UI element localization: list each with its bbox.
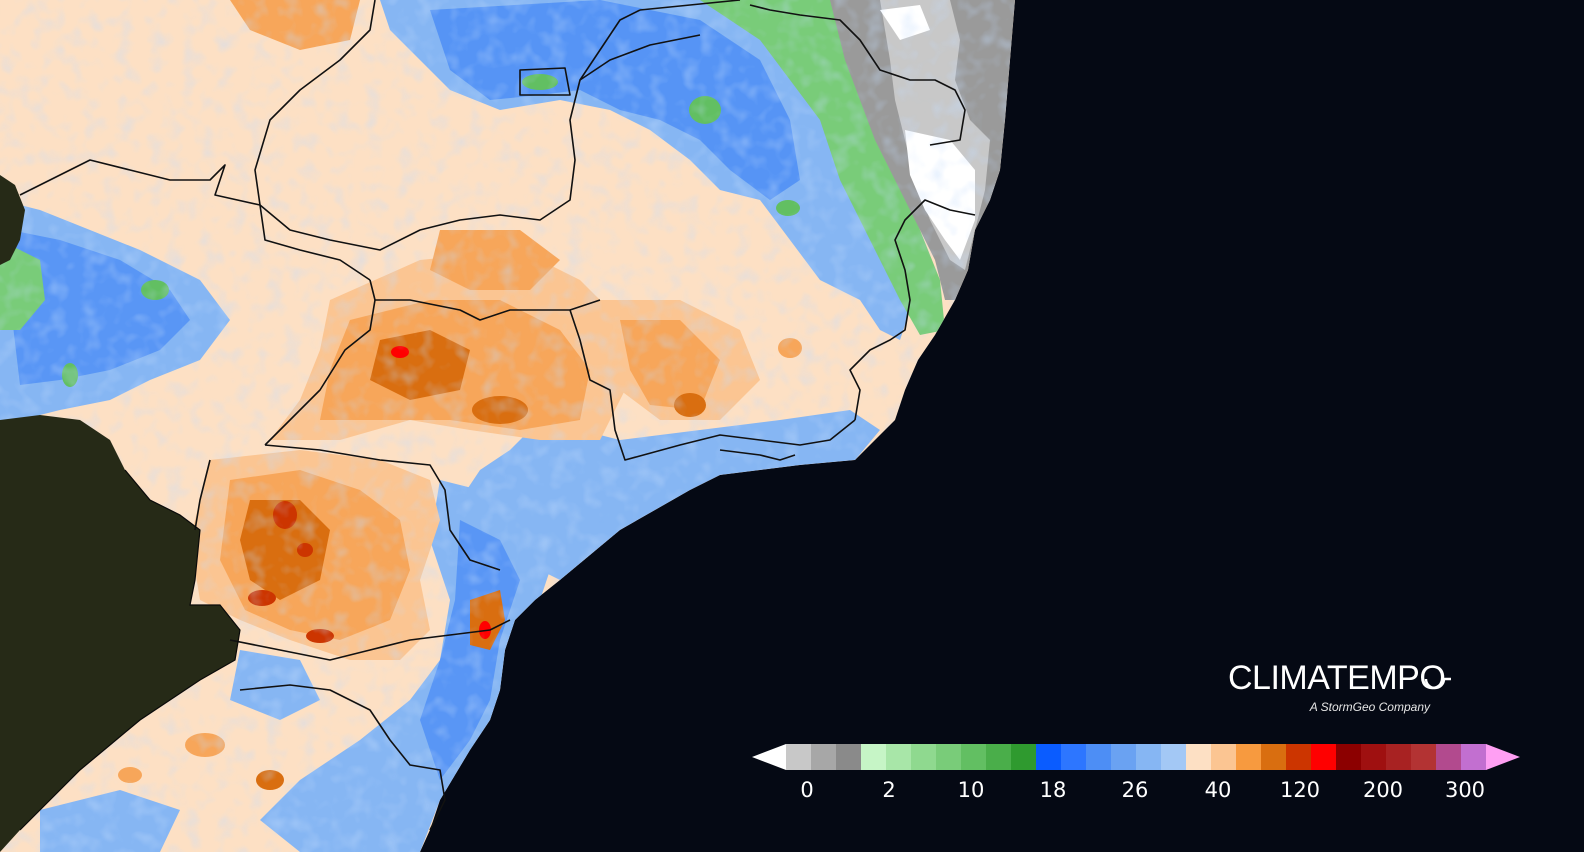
legend-swatch bbox=[1211, 744, 1237, 770]
legend-tick-label: 2 bbox=[882, 778, 896, 802]
legend-swatch bbox=[1286, 744, 1312, 770]
legend-swatch bbox=[861, 744, 887, 770]
legend-tick-label: 26 bbox=[1121, 778, 1149, 802]
legend-swatch bbox=[811, 744, 837, 770]
legend-swatch bbox=[1311, 744, 1337, 770]
legend-swatch bbox=[1336, 744, 1362, 770]
legend-swatch bbox=[886, 744, 912, 770]
legend-tick-label: 300 bbox=[1444, 778, 1486, 802]
legend-swatch bbox=[1411, 744, 1437, 770]
logo-tagline: A StormGeo Company bbox=[1309, 700, 1430, 714]
legend-swatch bbox=[1111, 744, 1137, 770]
legend-swatch bbox=[1136, 744, 1162, 770]
precipitation-legend-colorbar bbox=[752, 744, 1520, 770]
legend-swatch bbox=[986, 744, 1012, 770]
legend-arrow-high bbox=[1486, 744, 1520, 770]
legend-tick-label: 10 bbox=[957, 778, 985, 802]
legend-swatch bbox=[836, 744, 862, 770]
legend-swatch bbox=[1086, 744, 1112, 770]
legend-tick-label: 120 bbox=[1279, 778, 1321, 802]
foreign-land bbox=[0, 415, 240, 852]
legend-ticks: 0 2 10 18 26 40 120 200 300 bbox=[0, 778, 1584, 808]
legend-swatch bbox=[1036, 744, 1062, 770]
logo-swoosh-icon bbox=[1424, 677, 1451, 690]
legend-swatch bbox=[1186, 744, 1212, 770]
coastline bbox=[19, 469, 241, 831]
legend-swatch bbox=[1061, 744, 1087, 770]
legend-swatch bbox=[1011, 744, 1037, 770]
legend-arrow-low bbox=[752, 744, 786, 770]
legend-swatch bbox=[1361, 744, 1387, 770]
logo-brand-text: CLIMATEMPO bbox=[1228, 659, 1446, 697]
legend-swatch bbox=[911, 744, 937, 770]
foreign-land-north bbox=[0, 175, 25, 265]
legend-tick-label: 40 bbox=[1204, 778, 1232, 802]
legend-tick-label: 18 bbox=[1039, 778, 1067, 802]
legend-swatch bbox=[936, 744, 962, 770]
legend-swatch bbox=[1436, 744, 1462, 770]
legend-swatch bbox=[1236, 744, 1262, 770]
climatempo-logo: CLIMATEMPO A StormGeo Company bbox=[1228, 656, 1458, 720]
state-boundaries bbox=[19, 0, 976, 831]
legend-swatch bbox=[1261, 744, 1287, 770]
legend-tick-label: 0 bbox=[800, 778, 814, 802]
legend-swatch bbox=[1386, 744, 1412, 770]
legend-tick-label: 200 bbox=[1362, 778, 1404, 802]
land-precipitation bbox=[0, 0, 1015, 852]
legend-swatch bbox=[786, 744, 812, 770]
legend-swatch bbox=[1461, 744, 1487, 770]
legend-swatch bbox=[1161, 744, 1187, 770]
legend-swatch bbox=[961, 744, 987, 770]
